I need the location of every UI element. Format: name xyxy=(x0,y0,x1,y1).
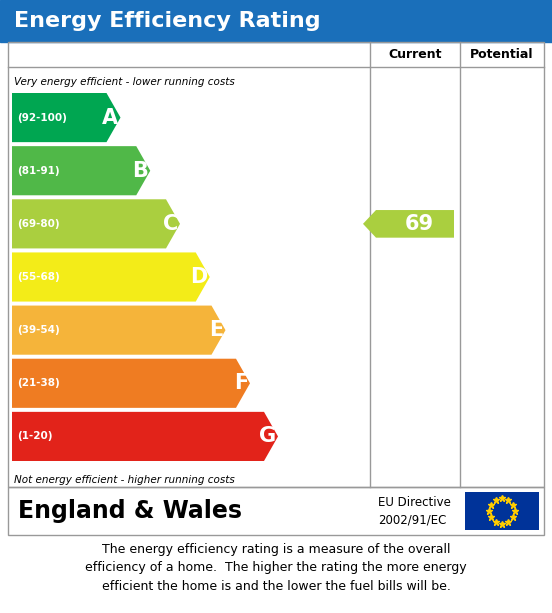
Text: A: A xyxy=(102,107,119,128)
Text: Very energy efficient - lower running costs: Very energy efficient - lower running co… xyxy=(14,77,235,87)
Text: (21-38): (21-38) xyxy=(17,378,60,388)
Text: C: C xyxy=(163,214,178,234)
Polygon shape xyxy=(12,359,250,408)
Polygon shape xyxy=(12,93,120,142)
Text: (55-68): (55-68) xyxy=(17,272,60,282)
Text: (81-91): (81-91) xyxy=(17,166,60,176)
Text: B: B xyxy=(132,161,148,181)
Text: (1-20): (1-20) xyxy=(17,432,52,441)
Text: G: G xyxy=(259,427,276,446)
Text: (69-80): (69-80) xyxy=(17,219,60,229)
Text: EU Directive
2002/91/EC: EU Directive 2002/91/EC xyxy=(378,495,451,527)
Text: F: F xyxy=(233,373,248,394)
Text: D: D xyxy=(190,267,208,287)
Text: Current: Current xyxy=(388,48,442,61)
Text: 69: 69 xyxy=(405,214,433,234)
Bar xyxy=(465,492,539,530)
Text: The energy efficiency rating is a measure of the overall
efficiency of a home.  : The energy efficiency rating is a measur… xyxy=(85,543,467,593)
Bar xyxy=(8,487,544,535)
Polygon shape xyxy=(12,146,150,196)
Text: England & Wales: England & Wales xyxy=(18,499,242,523)
Polygon shape xyxy=(12,253,210,302)
Polygon shape xyxy=(12,199,180,248)
Text: (92-100): (92-100) xyxy=(17,113,67,123)
Polygon shape xyxy=(363,210,454,238)
Polygon shape xyxy=(12,412,278,461)
Text: Energy Efficiency Rating: Energy Efficiency Rating xyxy=(14,11,321,31)
Text: E: E xyxy=(209,320,224,340)
Text: Potential: Potential xyxy=(470,48,534,61)
Bar xyxy=(0,0,552,42)
Bar xyxy=(8,42,544,487)
Polygon shape xyxy=(12,305,226,355)
Text: Not energy efficient - higher running costs: Not energy efficient - higher running co… xyxy=(14,475,235,485)
Text: (39-54): (39-54) xyxy=(17,325,60,335)
